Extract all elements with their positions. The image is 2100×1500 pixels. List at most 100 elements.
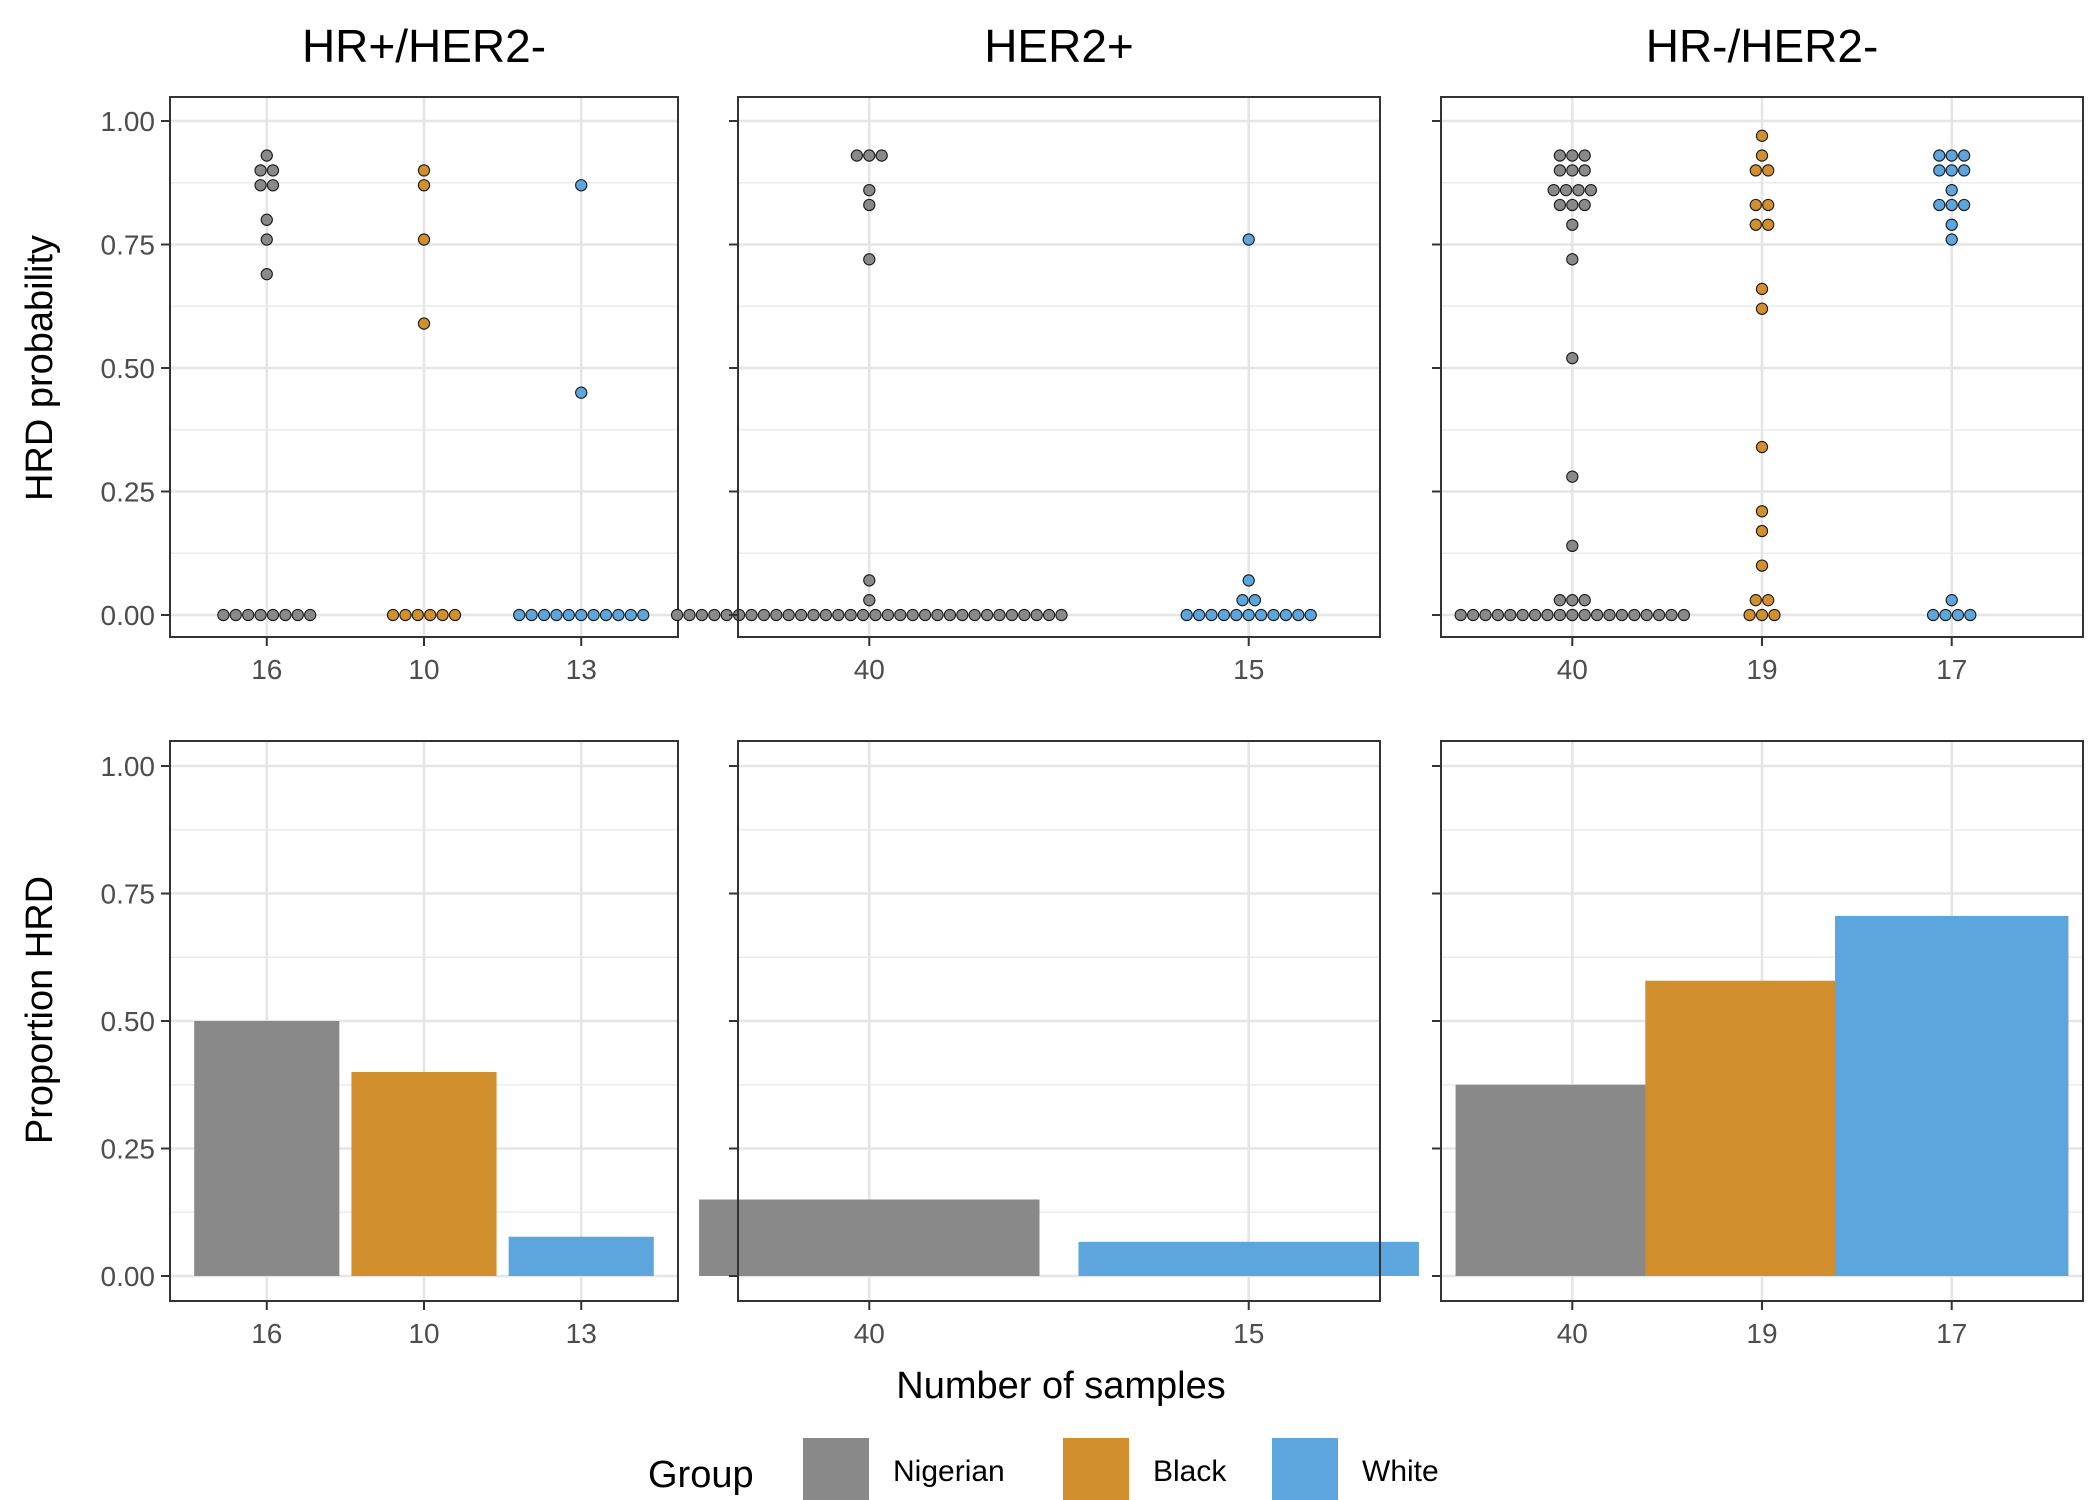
data-point — [1572, 184, 1585, 197]
data-point — [1945, 164, 1958, 177]
data-point — [525, 608, 538, 622]
data-point — [1479, 608, 1492, 622]
data-point — [1030, 608, 1043, 622]
legend-key-nigerian — [803, 1438, 869, 1500]
data-point — [612, 608, 625, 622]
data-point — [1566, 470, 1579, 483]
data-point — [708, 608, 721, 622]
data-point — [1553, 149, 1567, 162]
data-point — [1749, 218, 1762, 231]
bar — [194, 1021, 340, 1276]
data-point — [411, 608, 424, 622]
data-point — [1603, 608, 1616, 622]
data-point — [695, 608, 709, 622]
data-point — [1755, 129, 1769, 142]
data-point — [850, 149, 864, 162]
data-point — [1553, 594, 1567, 607]
y-axis-title-top: HRD probability — [19, 235, 61, 501]
data-point — [1504, 608, 1517, 622]
data-point — [1762, 164, 1775, 177]
data-point — [1951, 608, 1965, 622]
data-point — [1566, 164, 1579, 177]
data-point — [260, 233, 273, 246]
data-point — [266, 179, 280, 192]
x-tick-label: 40 — [854, 654, 885, 685]
y-tick-label: 0.00 — [101, 600, 156, 631]
data-point — [254, 608, 267, 622]
data-point — [794, 608, 808, 622]
data-point — [931, 608, 944, 622]
data-point — [670, 608, 684, 622]
data-point — [1566, 198, 1579, 212]
data-point — [624, 608, 637, 622]
data-point — [757, 608, 771, 622]
x-tick-label: 16 — [251, 1318, 282, 1349]
data-point — [1652, 608, 1666, 622]
data-point — [217, 608, 230, 622]
data-point — [599, 608, 613, 622]
data-point — [1762, 594, 1775, 607]
data-point — [575, 179, 588, 192]
y-axis-title-bottom: Proportion HRD — [19, 876, 61, 1144]
data-point — [1926, 608, 1940, 622]
panel-scatter: 0.00 0.25 0.50 0.75 1.00 16 10 13 — [101, 96, 679, 685]
data-point — [242, 608, 255, 622]
legend: Group Nigerian Black White — [648, 1438, 1439, 1500]
data-point — [1528, 608, 1542, 622]
data-point — [1254, 608, 1268, 622]
data-point — [254, 164, 267, 177]
x-tick-label: 40 — [1557, 654, 1588, 685]
data-point — [1755, 282, 1769, 296]
data-point — [229, 608, 242, 622]
data-point — [1749, 164, 1762, 177]
data-point — [993, 608, 1006, 622]
data-point — [1743, 608, 1756, 622]
data-point — [1957, 149, 1971, 162]
data-point — [1939, 608, 1952, 622]
data-point — [1749, 594, 1762, 607]
data-point — [1267, 608, 1280, 622]
data-point — [260, 267, 273, 281]
data-point — [1945, 594, 1958, 607]
data-point — [1005, 608, 1019, 622]
data-point — [1566, 253, 1579, 266]
y-tick-label: 0.75 — [101, 879, 156, 910]
y-tick-label: 0.50 — [101, 1006, 156, 1037]
data-point — [417, 164, 431, 177]
data-point — [637, 608, 650, 622]
bar — [1078, 1241, 1419, 1276]
data-point — [1566, 351, 1579, 365]
data-point — [1553, 198, 1567, 212]
data-point — [1640, 608, 1653, 622]
legend-title: Group — [648, 1454, 754, 1496]
data-point — [386, 608, 400, 622]
data-point — [807, 608, 820, 622]
data-point — [1755, 440, 1769, 454]
data-point — [1755, 505, 1769, 518]
data-point — [856, 608, 870, 622]
data-point — [587, 608, 600, 622]
data-point — [1491, 608, 1505, 622]
y-tick-label: 1.00 — [101, 106, 156, 137]
x-tick-label: 10 — [408, 654, 439, 685]
x-tick-label: 19 — [1746, 654, 1777, 685]
data-point — [1749, 198, 1762, 212]
data-point — [1292, 608, 1305, 622]
x-tick-label: 15 — [1233, 1318, 1264, 1349]
data-point — [745, 608, 758, 622]
data-point — [1768, 608, 1781, 622]
panel-bar: 40 15 — [699, 740, 1419, 1349]
data-point — [1933, 198, 1946, 212]
y-tick-label: 0.25 — [101, 477, 156, 508]
data-point — [1566, 594, 1579, 607]
x-tick-label: 19 — [1746, 1318, 1777, 1349]
data-point — [863, 184, 876, 197]
data-point — [1566, 149, 1579, 162]
x-tick-label: 13 — [566, 654, 597, 685]
data-point — [1578, 594, 1591, 607]
data-point — [1578, 198, 1591, 212]
panel-bar: 0.00 0.25 0.50 0.75 1.00 16 10 13 — [101, 740, 679, 1349]
data-point — [782, 608, 795, 622]
x-tick-label: 40 — [854, 1318, 885, 1349]
